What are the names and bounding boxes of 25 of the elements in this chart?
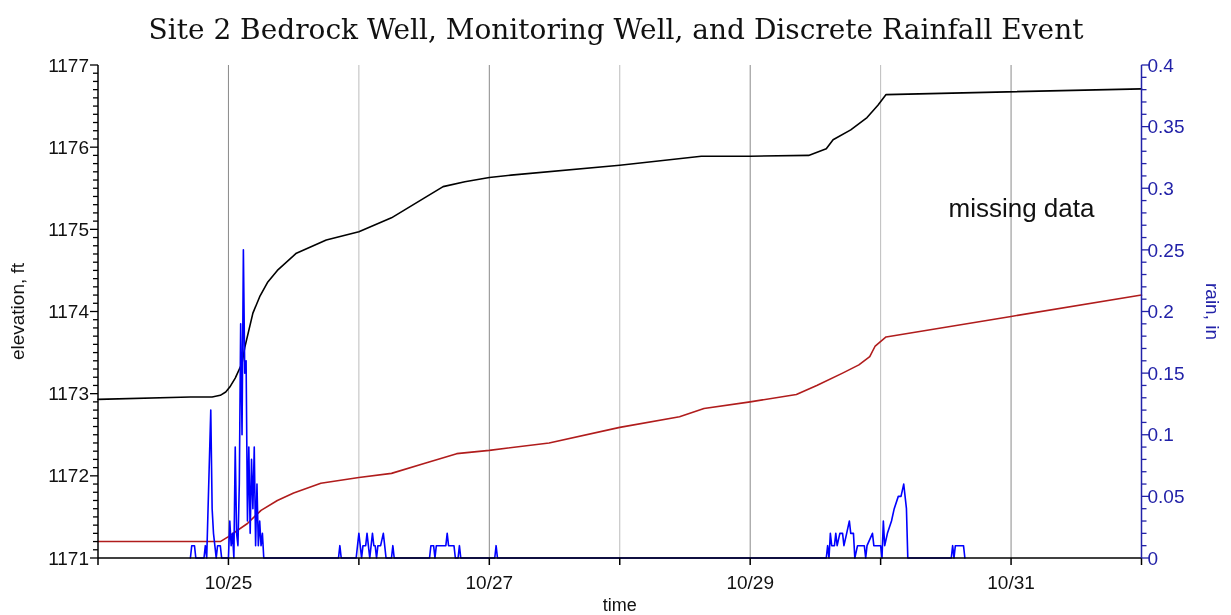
annotation: missing data (948, 193, 1096, 224)
y-tick-label: 1177 (48, 54, 89, 76)
y2-axis-title: rain, in (1202, 282, 1223, 341)
chart-title: Site 2 Bedrock Well, Monitoring Well, and Discrete Rainfall Event (148, 13, 1085, 46)
y2-tick-label: 0.1 (1147, 424, 1174, 446)
y2-tick-label: 0.25 (1147, 239, 1185, 261)
y2-tick-label: 0.2 (1147, 301, 1174, 323)
y-tick-label: 1172 (48, 465, 89, 487)
y2-tick-label: 0.35 (1147, 116, 1185, 138)
y2-tick-label: 0 (1147, 547, 1159, 569)
x-tick-label: 10/25 (204, 572, 253, 593)
y2-tick-label: 0.3 (1147, 177, 1174, 199)
y2-tick-label: 0.05 (1147, 486, 1185, 508)
x-axis-title: time (602, 595, 637, 615)
y-tick-label: 1173 (48, 383, 89, 405)
y-tick-label: 1176 (48, 136, 89, 158)
y-axis-title: elevation, ft (7, 262, 28, 361)
y-tick-label: 1171 (48, 547, 89, 569)
x-tick-label: 10/31 (987, 572, 1035, 593)
y2-tick-label: 0.4 (1147, 54, 1175, 76)
x-tick-label: 10/27 (465, 572, 514, 593)
x-tick-label: 10/29 (726, 572, 774, 593)
y-tick-label: 1175 (48, 218, 89, 240)
y-tick-label: 1174 (48, 301, 90, 323)
y2-tick-label: 0.15 (1147, 362, 1185, 384)
